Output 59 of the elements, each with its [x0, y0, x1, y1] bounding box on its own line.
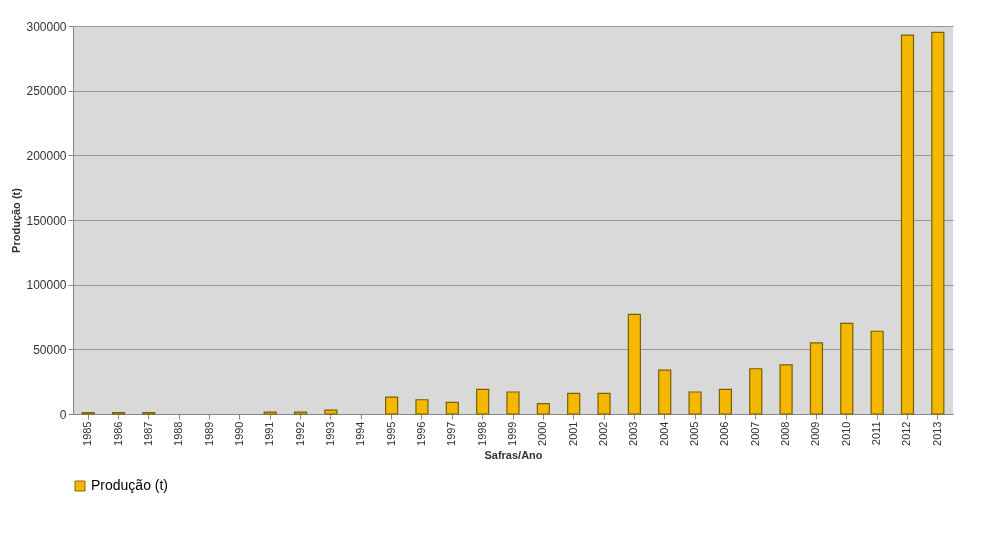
bar	[688, 391, 702, 415]
x-tick-label: 2011	[870, 421, 883, 446]
bar	[749, 368, 763, 415]
bar	[476, 388, 490, 415]
x-tick-label: 1996	[414, 421, 427, 446]
bar	[658, 369, 672, 415]
x-tick-label: 2004	[657, 421, 670, 446]
y-axis-title: Produção (t)	[10, 187, 23, 253]
x-tick-label: 1992	[293, 421, 306, 446]
bar	[445, 401, 459, 415]
x-tick-label: 1993	[323, 421, 336, 446]
x-tick-label: 2006	[718, 421, 731, 446]
bar	[385, 396, 399, 415]
x-tick-label: 1994	[354, 421, 367, 446]
bar	[536, 403, 550, 415]
x-tick-label: 2005	[688, 421, 701, 446]
x-tick-label: 2003	[627, 421, 640, 446]
x-tick-label: 1991	[263, 421, 276, 446]
x-tick-label: 1998	[475, 421, 488, 446]
bar	[324, 409, 338, 415]
x-tick-label: 1990	[232, 421, 245, 446]
legend-label: Produção (t)	[91, 477, 169, 493]
y-tick-label: 0	[59, 407, 67, 422]
x-tick-label: 2002	[597, 421, 610, 446]
x-tick-label: 1997	[445, 421, 458, 446]
x-tick-label: 2000	[536, 421, 549, 446]
bar	[870, 330, 884, 415]
x-tick-label: 2010	[839, 421, 852, 446]
bar	[779, 364, 793, 415]
bar	[415, 399, 429, 415]
y-tick-label: 100000	[26, 278, 67, 293]
x-tick-label: 2007	[748, 421, 761, 446]
y-tick-label: 300000	[26, 19, 67, 34]
y-tick-label: 150000	[26, 213, 67, 228]
x-tick-label: 2013	[930, 421, 943, 446]
x-tick-label: 1989	[202, 421, 215, 446]
x-tick-label: 1995	[384, 421, 397, 446]
x-tick-label: 2012	[900, 421, 913, 446]
x-tick-label: 2008	[779, 421, 792, 446]
bar	[597, 392, 611, 415]
bar	[718, 388, 733, 415]
bar	[627, 313, 641, 415]
y-tick-label: 250000	[26, 84, 67, 99]
bar	[931, 31, 945, 415]
y-tick-label: 200000	[26, 148, 67, 163]
x-tick-label: 1987	[141, 421, 154, 446]
y-tick-label: 50000	[33, 342, 67, 357]
x-tick-label: 1986	[111, 421, 124, 446]
x-tick-label: 2009	[809, 421, 822, 446]
bar	[840, 322, 854, 415]
x-tick-label: 1988	[172, 421, 185, 446]
x-tick-label: 1985	[81, 421, 94, 446]
bar	[809, 342, 824, 415]
x-axis-title: Safras/Ano	[484, 448, 543, 461]
x-tick-label: 2001	[566, 421, 579, 446]
x-tick-label: 1999	[506, 421, 518, 446]
bar	[567, 392, 581, 415]
bar	[506, 391, 520, 415]
bar	[900, 34, 915, 415]
